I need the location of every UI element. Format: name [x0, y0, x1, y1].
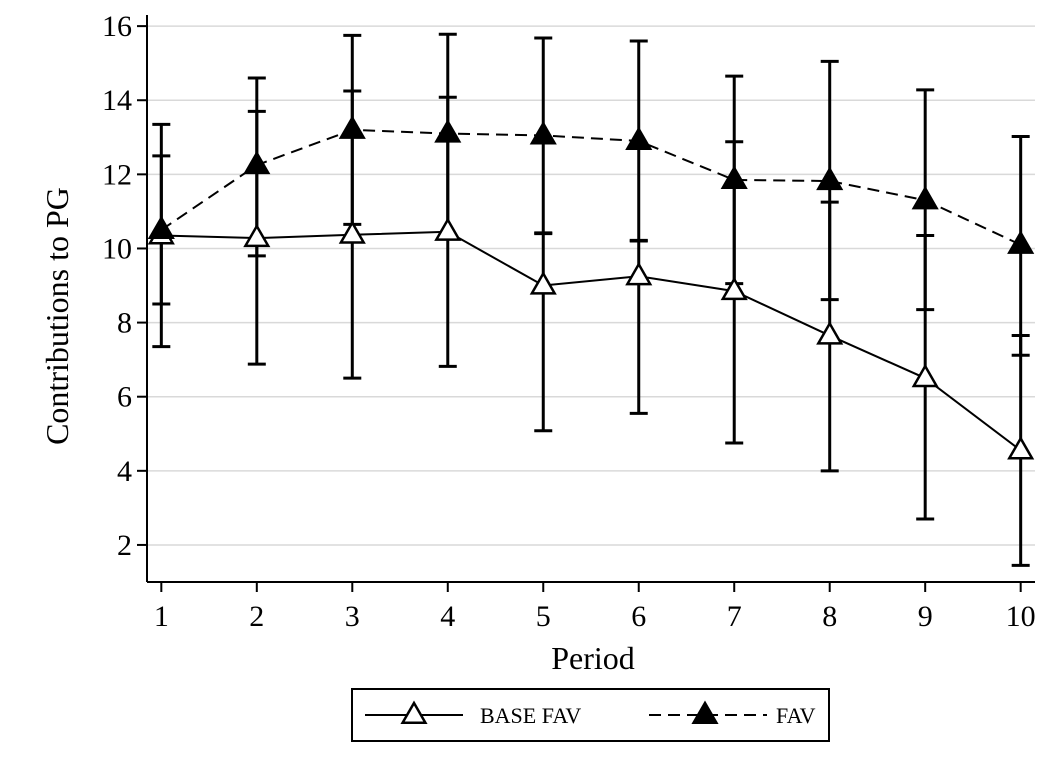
data-point	[911, 185, 939, 210]
data-point	[338, 115, 366, 139]
series-line-1	[160, 128, 1022, 246]
series-group	[147, 32, 1035, 567]
series-line-0	[161, 230, 1022, 452]
x-tick-label: 2	[249, 600, 264, 633]
y-tick-label: 16	[102, 10, 132, 43]
y-tick-label: 4	[117, 455, 132, 488]
data-point	[243, 223, 271, 248]
y-tick-label: 8	[117, 307, 132, 340]
legend-marker	[400, 700, 428, 725]
x-tick-label: 8	[822, 600, 837, 633]
y-tick-label: 14	[102, 84, 132, 117]
data-point	[625, 126, 653, 151]
x-tick-label: 10	[1006, 600, 1036, 633]
data-point	[147, 215, 175, 239]
data-point	[338, 220, 366, 244]
data-point	[816, 321, 844, 345]
y-tick-label: 6	[117, 381, 132, 414]
grid-lines	[147, 25, 1035, 546]
x-tick-label: 5	[536, 600, 551, 633]
data-point	[816, 166, 844, 191]
x-tick-label: 4	[440, 600, 455, 633]
data-point	[911, 363, 939, 388]
data-point	[434, 217, 462, 241]
data-point	[529, 120, 557, 145]
legend-label: BASE FAV	[480, 703, 581, 728]
y-tick-label: 12	[102, 158, 132, 191]
x-tick-label: 1	[154, 600, 169, 633]
data-point	[1007, 230, 1035, 254]
data-point	[625, 261, 653, 286]
y-axis-title: Contributions to PG	[39, 187, 75, 445]
data-point	[529, 271, 557, 295]
legend: BASE FAV FAV	[351, 688, 830, 742]
x-tick-label: 9	[918, 600, 933, 633]
data-point	[720, 165, 748, 189]
x-axis-title: Period	[551, 640, 635, 676]
data-point	[720, 276, 748, 301]
legend-label: FAV	[776, 703, 816, 728]
y-tick-label: 2	[117, 529, 132, 562]
data-point	[1007, 435, 1035, 460]
y-tick-label: 10	[102, 232, 132, 265]
data-point	[243, 150, 271, 175]
x-tick-label: 6	[631, 600, 646, 633]
legend-marker	[691, 700, 719, 725]
x-tick-label: 7	[727, 600, 742, 633]
data-point	[434, 119, 462, 143]
x-tick-label: 3	[345, 600, 360, 633]
